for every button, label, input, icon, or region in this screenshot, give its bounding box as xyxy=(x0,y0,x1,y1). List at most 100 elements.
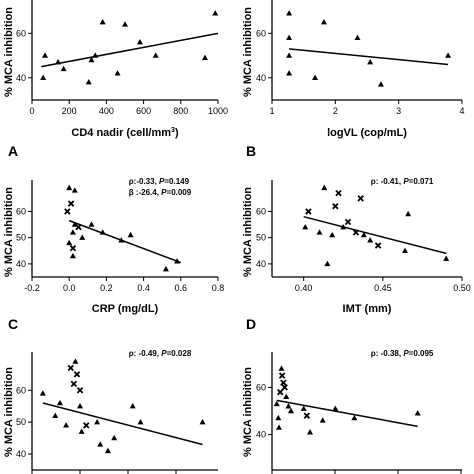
x-tick-label: 1000 xyxy=(208,106,228,116)
panel-label: B xyxy=(246,143,256,159)
data-point-triangle xyxy=(63,422,70,428)
data-point-triangle xyxy=(66,184,73,191)
data-point-triangle xyxy=(212,10,219,16)
data-point-cross xyxy=(83,422,90,429)
y-axis-label: % MCA inhibition xyxy=(3,7,15,97)
x-tick-label: 0 xyxy=(29,106,34,116)
stat-suffix: =0.028 xyxy=(167,349,192,358)
cross-stroke xyxy=(344,218,352,226)
data-point-triangle xyxy=(69,252,76,259)
data-point-triangle xyxy=(360,231,367,238)
data-point-triangle xyxy=(60,65,67,72)
stat-annotation: ρ: -0.41, P=0.071 xyxy=(371,177,434,186)
stat-annotation: β :-26.4, P=0.009 xyxy=(129,188,192,197)
data-point-triangle xyxy=(286,70,293,76)
y-tick-label: 40 xyxy=(256,73,266,83)
data-point-triangle xyxy=(329,231,336,238)
x-tick-label: 0.45 xyxy=(374,283,392,293)
data-point-triangle xyxy=(286,10,293,16)
data-point-triangle xyxy=(97,441,104,447)
x-tick-label: 0.6 xyxy=(175,283,188,293)
data-point-triangle xyxy=(300,405,307,411)
cross-stroke xyxy=(374,242,382,249)
data-point-triangle xyxy=(94,418,101,425)
data-point-cross xyxy=(73,371,81,378)
data-point-cross xyxy=(276,388,284,396)
data-point-triangle xyxy=(66,239,73,246)
cross-stroke xyxy=(70,380,78,388)
data-point-triangle xyxy=(273,400,280,407)
y-tick-label: 60 xyxy=(256,206,266,216)
cross-stroke xyxy=(357,195,364,202)
data-point-triangle xyxy=(286,34,293,40)
regression-line xyxy=(42,402,203,446)
data-point-triangle xyxy=(405,210,412,217)
data-point-triangle xyxy=(152,52,159,58)
data-point-triangle xyxy=(316,229,323,235)
bottom-right-tick-row xyxy=(271,470,462,474)
stat-p-label: P xyxy=(161,188,167,197)
stat-annotation: ρ: -0.38, P=0.095 xyxy=(371,349,434,358)
data-point-triangle xyxy=(42,52,49,58)
y-tick-label: 40 xyxy=(16,73,26,83)
data-point-cross xyxy=(352,229,360,236)
x-axis-label: logVL (cop/mL) xyxy=(327,127,407,139)
data-point-triangle xyxy=(201,54,208,60)
x-tick-label: -0.2 xyxy=(24,283,40,293)
data-point-triangle xyxy=(39,390,46,396)
data-point-triangle xyxy=(288,407,294,414)
cross-stroke xyxy=(276,388,284,396)
x-tick-label: 1 xyxy=(269,106,274,116)
data-point-triangle xyxy=(312,74,319,80)
data-point-triangle xyxy=(118,237,125,243)
data-point-cross xyxy=(305,208,312,215)
chart-panel-6: 40 60% MCA inhibition Dρ: -0.38, P=0.095 xyxy=(242,316,462,471)
x-tick-label: 800 xyxy=(173,106,188,116)
data-point-triangle xyxy=(321,184,328,191)
y-tick-label: 60 xyxy=(16,206,26,216)
data-point-triangle xyxy=(414,410,421,416)
data-point-triangle xyxy=(136,39,143,45)
cross-stroke xyxy=(332,202,339,210)
data-point-triangle xyxy=(137,418,144,425)
data-point-triangle xyxy=(283,393,290,400)
data-point-cross xyxy=(75,223,82,231)
data-point-triangle xyxy=(307,429,313,435)
regression-line xyxy=(41,32,219,68)
x-tick-label: 0.50 xyxy=(453,283,471,293)
data-point-triangle xyxy=(114,70,121,76)
data-point-triangle xyxy=(324,260,331,267)
y-axis-label: % MCA inhibition xyxy=(242,367,254,457)
x-tick-label: 0.2 xyxy=(100,283,113,293)
y-tick-label: 40 xyxy=(16,449,26,459)
data-point-triangle xyxy=(402,247,408,253)
data-point-cross xyxy=(332,202,339,210)
x-axis-label-text: IMT (mm) xyxy=(343,303,392,315)
x-axis-label-text: CRP (mg/dL) xyxy=(92,303,159,315)
data-point-cross xyxy=(281,384,288,391)
data-point-triangle xyxy=(319,417,326,423)
stat-p-label: P xyxy=(159,177,165,186)
panel-label: D xyxy=(246,316,256,332)
x-tick-label: 0.8 xyxy=(212,283,225,293)
y-axis-label: % MCA inhibition xyxy=(242,7,254,97)
data-point-triangle xyxy=(71,187,78,193)
data-point-triangle xyxy=(340,223,347,230)
data-point-triangle xyxy=(92,52,99,58)
cross-stroke xyxy=(280,379,287,386)
cross-stroke xyxy=(64,208,71,215)
stat-suffix: =0.149 xyxy=(164,177,189,186)
cross-stroke xyxy=(83,422,90,429)
y-axis-label: % MCA inhibition xyxy=(3,187,15,277)
stat-prefix: ρ: -0.38, xyxy=(371,349,404,358)
data-point-cross xyxy=(303,412,311,419)
x-axis-label-superscript: 3 xyxy=(171,127,175,134)
data-point-cross xyxy=(357,195,364,202)
x-tick-label: 600 xyxy=(136,106,151,116)
y-tick-label: 40 xyxy=(16,259,26,269)
cross-stroke xyxy=(352,229,360,236)
cross-stroke xyxy=(75,223,82,231)
data-point-cross xyxy=(70,380,78,388)
chart-panel-5: 40 50 60% MCA inhibition Cρ: -0.49, P=0.028 xyxy=(3,316,218,471)
